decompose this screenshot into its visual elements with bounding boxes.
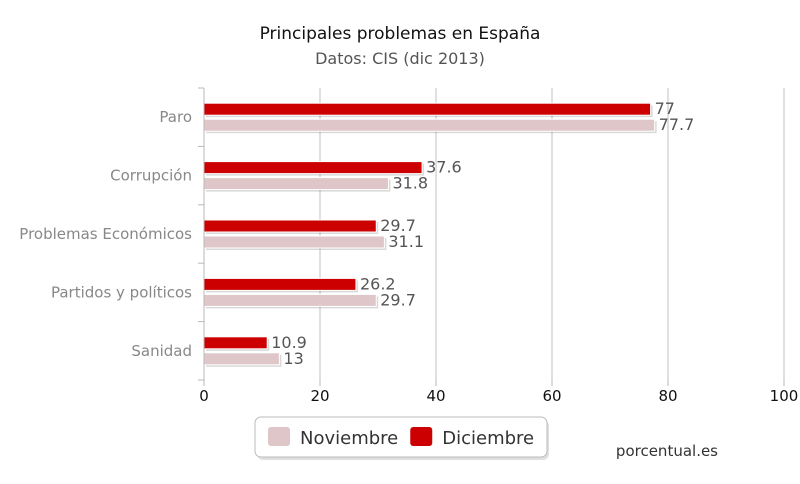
- bar-noviembre[interactable]: [203, 293, 377, 307]
- data-label: 29.7: [380, 216, 416, 235]
- data-label: 31.8: [392, 174, 428, 193]
- bar-diciembre[interactable]: [203, 102, 652, 116]
- category-label: Corrupción: [110, 167, 192, 185]
- category-label: Partidos y políticos: [51, 283, 192, 301]
- chart-subtitle: Datos: CIS (dic 2013): [315, 49, 485, 68]
- legend-label: Diciembre: [442, 428, 534, 449]
- data-label: 13: [283, 349, 303, 368]
- data-label: 29.7: [380, 290, 416, 309]
- x-tick-label: 60: [542, 387, 561, 405]
- x-tick-label: 40: [426, 387, 445, 405]
- category-label: Problemas Económicos: [19, 225, 192, 243]
- legend[interactable]: Noviembre Diciembre: [254, 416, 549, 460]
- axes: 0 20 40 60 80 100 Paro Corrupción Problemas Econ…: [19, 87, 799, 405]
- bar-noviembre[interactable]: [203, 352, 280, 366]
- bar-noviembre[interactable]: [203, 177, 389, 191]
- chart-credit: porcentual.es: [616, 442, 718, 460]
- bar-diciembre[interactable]: [203, 161, 423, 175]
- bar-diciembre[interactable]: [203, 219, 377, 233]
- chart-title: Principales problemas en España: [260, 24, 541, 44]
- bar-noviembre[interactable]: [203, 235, 385, 249]
- legend-item-diciembre[interactable]: Diciembre: [410, 427, 534, 449]
- x-tick-label: 100: [770, 387, 799, 405]
- data-label: 26.2: [360, 274, 396, 293]
- category-label: Paro: [159, 108, 192, 126]
- legend-swatch: [410, 427, 433, 446]
- data-label: 77: [655, 99, 675, 118]
- grid: [319, 88, 785, 380]
- data-label: 10.9: [271, 333, 307, 352]
- x-tick-label: 80: [658, 387, 677, 405]
- bar-diciembre[interactable]: [203, 336, 268, 350]
- x-tick-label: 20: [310, 387, 329, 405]
- legend-swatch: [268, 427, 290, 446]
- bar-noviembre[interactable]: [203, 118, 656, 132]
- bar-diciembre[interactable]: [203, 277, 357, 291]
- data-label: 77.7: [659, 115, 695, 134]
- data-label: 31.1: [388, 232, 424, 251]
- legend-item-noviembre[interactable]: Noviembre: [268, 427, 398, 449]
- x-tick-label: 0: [199, 387, 209, 405]
- legend-box: [254, 416, 548, 458]
- category-label: Sanidad: [131, 342, 192, 360]
- legend-label: Noviembre: [300, 428, 398, 449]
- data-label: 37.6: [426, 158, 462, 177]
